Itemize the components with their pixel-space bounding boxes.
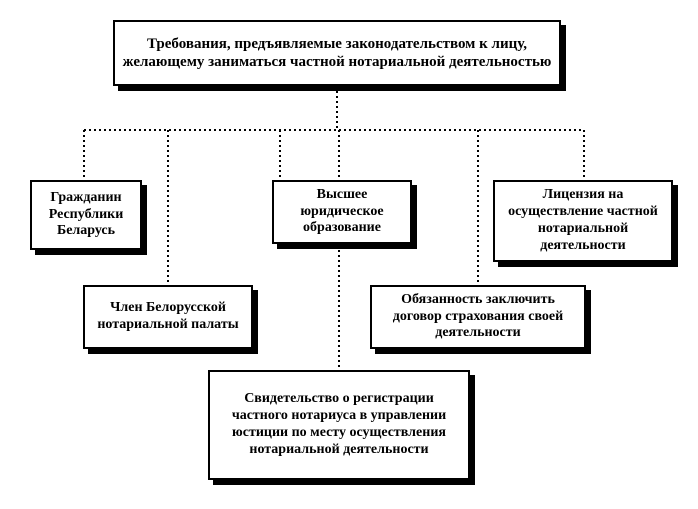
child-node: Член Белорусской нотариальной палаты xyxy=(83,285,253,349)
child-node: Высшее юридическое образование xyxy=(272,180,412,244)
root-node: Требования, предъявляемые законодательст… xyxy=(113,20,561,86)
diagram-canvas: Требования, предъявляемые законодательст… xyxy=(0,0,698,509)
child-node: Гражданин Республики Беларусь xyxy=(30,180,142,250)
child-node: Лицензия на осуществление частной нотари… xyxy=(493,180,673,262)
child-node: Обязанность заключить договор страховани… xyxy=(370,285,586,349)
child-node: Свидетельство о регистрации частного нот… xyxy=(208,370,470,480)
